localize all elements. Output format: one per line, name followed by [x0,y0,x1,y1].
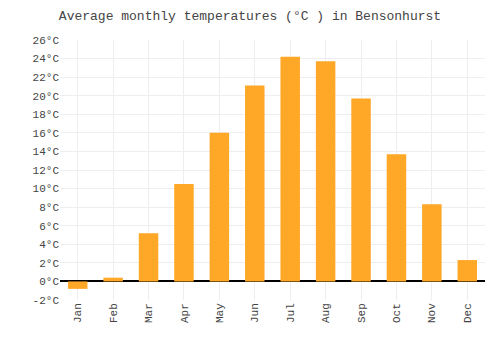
svg-text:May: May [214,303,226,323]
svg-text:Mar: Mar [143,303,155,323]
svg-text:4°C: 4°C [39,239,59,251]
svg-text:Jan: Jan [72,303,84,323]
svg-text:Sep: Sep [356,303,368,323]
svg-text:Aug: Aug [320,303,332,323]
svg-text:6°C: 6°C [39,221,59,233]
svg-text:Jun: Jun [249,303,261,323]
svg-text:8°C: 8°C [39,202,59,214]
svg-text:22°C: 22°C [33,72,60,84]
svg-text:24°C: 24°C [33,53,60,65]
svg-text:Nov: Nov [426,303,438,323]
svg-text:26°C: 26°C [33,35,60,47]
svg-text:10°C: 10°C [33,183,60,195]
svg-text:Jul: Jul [285,303,297,323]
svg-text:Feb: Feb [108,303,120,323]
svg-text:-2°C: -2°C [33,295,60,307]
svg-text:16°C: 16°C [33,128,60,140]
svg-text:18°C: 18°C [33,109,60,121]
svg-text:Apr: Apr [179,303,191,323]
svg-text:0°C: 0°C [39,276,59,288]
svg-text:Average monthly temperatures (: Average monthly temperatures (°C ) in Be… [59,9,441,24]
svg-text:Oct: Oct [391,303,403,323]
svg-text:12°C: 12°C [33,165,60,177]
svg-text:Dec: Dec [462,303,474,323]
svg-text:14°C: 14°C [33,146,60,158]
svg-text:2°C: 2°C [39,258,59,270]
svg-text:20°C: 20°C [33,91,60,103]
